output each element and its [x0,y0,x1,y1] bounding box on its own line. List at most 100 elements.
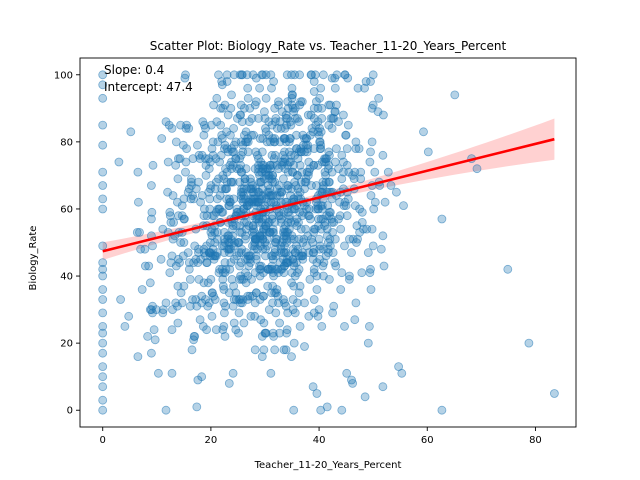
data-point [323,244,333,254]
data-point [292,114,302,123]
data-point [188,295,197,304]
data-point [149,325,159,335]
data-point [295,281,305,291]
data-point [218,103,228,113]
data-point [327,167,337,177]
data-point [274,97,283,106]
data-point [140,261,150,271]
data-point [243,93,253,103]
data-point [268,254,278,264]
data-point [337,268,347,278]
data-point [305,214,315,224]
data-point [290,70,300,80]
data-point [288,90,298,100]
data-point [342,211,352,221]
data-point [224,288,234,298]
data-point [303,144,313,154]
data-point [235,70,245,80]
data-point [331,261,341,271]
data-point [224,378,234,388]
data-point [351,298,361,308]
data-point [191,184,201,194]
data-point [245,103,255,113]
data-point [215,204,225,214]
data-point [323,201,333,211]
data-point [250,298,260,308]
data-point [198,117,208,127]
regression-line [102,137,555,253]
data-point [280,164,290,174]
intercept-annotation: Intercept: 47.4 [104,80,193,94]
chart-title: Scatter Plot: Biology_Rate vs. Teacher_1… [150,39,507,53]
x-axis-label: Teacher_11-20_Years_Percent [254,460,402,471]
data-point [216,103,226,113]
data-point [207,311,217,321]
data-point [274,298,283,308]
data-point [144,261,154,271]
data-point [317,321,327,331]
data-point [378,110,388,120]
data-point [133,352,143,362]
data-point [220,238,230,247]
data-point [380,197,390,207]
data-point [250,241,260,251]
data-point [163,157,173,167]
data-point [320,167,330,177]
data-point [287,83,297,93]
data-point [98,204,108,214]
data-point [98,241,108,251]
data-point [261,93,271,103]
data-point [270,238,280,247]
data-point [311,97,321,106]
data-point [279,345,289,355]
data-point [275,318,285,328]
data-point [271,197,281,207]
data-point [298,248,308,258]
data-point [210,238,220,247]
data-point [255,83,265,93]
data-point [329,114,339,123]
data-point [255,295,265,304]
data-point [165,207,175,217]
data-point [166,258,176,268]
data-point [399,201,408,211]
data-point [292,221,302,231]
data-point [98,181,108,190]
data-point [316,405,326,415]
data-point [289,338,299,348]
data-point [259,107,269,117]
data-point [126,127,136,137]
data-point [179,214,189,224]
data-point [229,147,239,157]
data-point [322,224,332,234]
data-point [312,389,322,398]
data-point [277,187,287,197]
data-point [158,308,168,318]
data-point [179,238,189,247]
data-point [276,211,286,221]
data-point [289,160,299,170]
data-point [241,164,251,174]
data-point [315,144,325,154]
data-point [98,362,108,372]
data-point [229,140,239,150]
data-point [201,170,211,180]
data-point [364,321,374,331]
data-point [229,281,239,291]
y-tick-label: 40 [60,272,73,283]
data-point [209,211,219,221]
data-point [186,194,196,204]
data-point [218,207,228,217]
data-point [219,248,229,258]
data-point [98,258,108,268]
data-point [236,191,246,200]
data-point [356,174,366,184]
data-point [230,238,240,247]
data-point [187,345,197,355]
data-point [301,177,311,187]
slope-annotation: Slope: 0.4 [104,63,164,77]
data-point [318,177,328,187]
data-point [167,325,177,335]
data-point [161,117,171,127]
